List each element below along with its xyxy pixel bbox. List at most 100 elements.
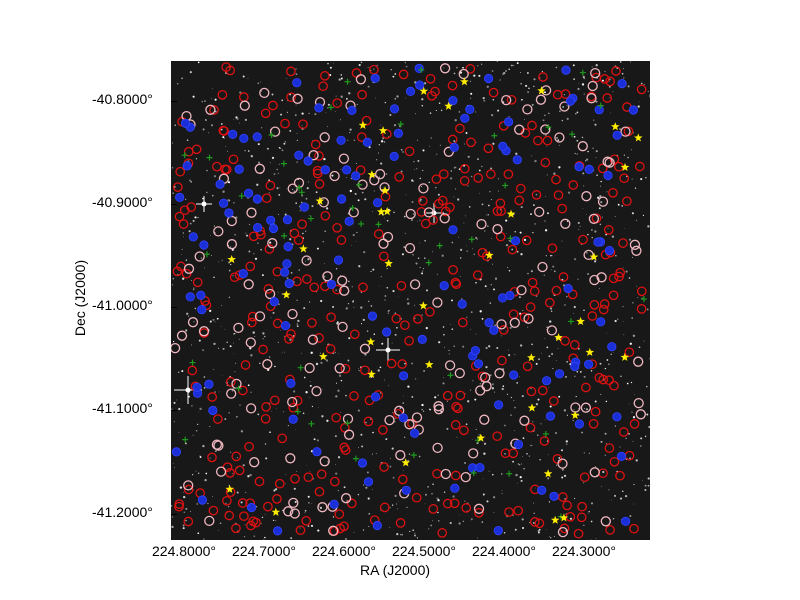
red-circle-marker — [579, 472, 590, 483]
background-star — [247, 77, 249, 79]
red-circle-marker — [289, 228, 300, 239]
background-star — [416, 537, 419, 539]
background-star — [234, 371, 236, 373]
background-star — [380, 162, 383, 165]
background-star — [281, 99, 283, 102]
background-star — [375, 97, 376, 99]
yellow-star-marker — [282, 290, 291, 299]
pink-circle-marker — [411, 412, 423, 423]
red-circle-marker — [398, 69, 409, 80]
background-star — [558, 166, 561, 169]
background-star — [295, 68, 297, 70]
background-star — [296, 325, 299, 327]
red-circle-marker — [618, 427, 629, 437]
background-star — [422, 410, 425, 412]
red-circle-marker — [442, 390, 453, 401]
background-star — [425, 289, 429, 292]
pink-circle-marker — [480, 372, 491, 383]
background-star — [587, 150, 589, 153]
background-star — [411, 179, 414, 182]
background-star — [448, 349, 450, 352]
background-star — [284, 335, 285, 337]
background-star — [600, 440, 603, 443]
background-star — [452, 495, 455, 498]
background-star — [392, 412, 394, 413]
pink-circle-marker — [475, 385, 486, 396]
background-star — [543, 126, 544, 128]
background-star — [425, 493, 427, 496]
red-circle-marker — [590, 406, 601, 417]
background-star — [528, 87, 530, 89]
red-circle-marker — [292, 395, 303, 406]
background-star — [275, 520, 277, 522]
background-star — [528, 389, 529, 391]
background-star — [449, 323, 451, 325]
background-star — [481, 63, 483, 65]
red-circle-marker — [391, 313, 402, 324]
background-star — [604, 367, 607, 370]
background-star — [284, 351, 285, 353]
background-star — [577, 87, 580, 91]
background-star — [590, 502, 594, 505]
yellow-star-marker — [367, 170, 377, 179]
red-circle-marker — [552, 89, 563, 100]
background-star — [437, 394, 439, 396]
background-star — [615, 255, 617, 257]
red-circle-marker — [553, 190, 564, 200]
background-star — [573, 305, 576, 309]
background-star — [183, 511, 186, 514]
pink-circle-marker — [369, 175, 380, 186]
background-star — [583, 309, 585, 312]
background-star — [186, 312, 189, 315]
background-star — [453, 72, 456, 75]
red-circle-marker — [588, 418, 599, 429]
pink-circle-marker — [600, 516, 611, 527]
yellow-star-marker — [620, 352, 630, 361]
y-tick-mark — [171, 204, 177, 205]
pink-circle-marker — [523, 313, 534, 324]
background-star — [221, 325, 223, 327]
blue-marker — [493, 525, 503, 536]
background-star — [503, 531, 506, 534]
background-star — [636, 285, 638, 287]
background-star — [459, 71, 463, 74]
background-star — [209, 320, 212, 323]
red-circle-marker — [174, 499, 185, 509]
red-circle-marker — [225, 377, 236, 387]
background-star — [378, 285, 380, 287]
background-star — [572, 64, 575, 67]
background-star — [388, 309, 390, 311]
background-star — [230, 263, 232, 266]
background-star — [627, 85, 630, 88]
background-star — [474, 398, 477, 401]
red-circle-marker — [432, 468, 442, 479]
background-star — [503, 71, 506, 75]
background-star — [296, 133, 298, 134]
background-star — [484, 230, 486, 232]
blue-marker — [185, 292, 195, 302]
pink-circle-marker — [519, 415, 530, 426]
background-star — [482, 96, 485, 100]
pink-circle-marker — [264, 288, 276, 300]
red-circle-marker — [451, 401, 461, 412]
background-star — [464, 500, 466, 502]
background-star — [467, 185, 469, 187]
blue-marker — [303, 156, 313, 166]
background-star — [481, 203, 484, 206]
background-star — [316, 439, 319, 442]
pink-circle-marker — [231, 378, 242, 390]
pink-circle-marker — [540, 124, 551, 135]
background-star — [545, 255, 547, 257]
background-star — [280, 147, 282, 150]
background-star — [599, 195, 602, 198]
pink-circle-marker — [213, 440, 224, 451]
red-circle-marker — [404, 335, 414, 346]
blue-marker — [215, 179, 225, 189]
background-star — [441, 254, 444, 257]
background-star — [622, 266, 624, 268]
pink-circle-marker — [245, 337, 256, 348]
blue-marker — [509, 370, 519, 380]
background-star — [213, 342, 216, 346]
background-star — [185, 519, 187, 522]
background-star — [307, 181, 309, 183]
